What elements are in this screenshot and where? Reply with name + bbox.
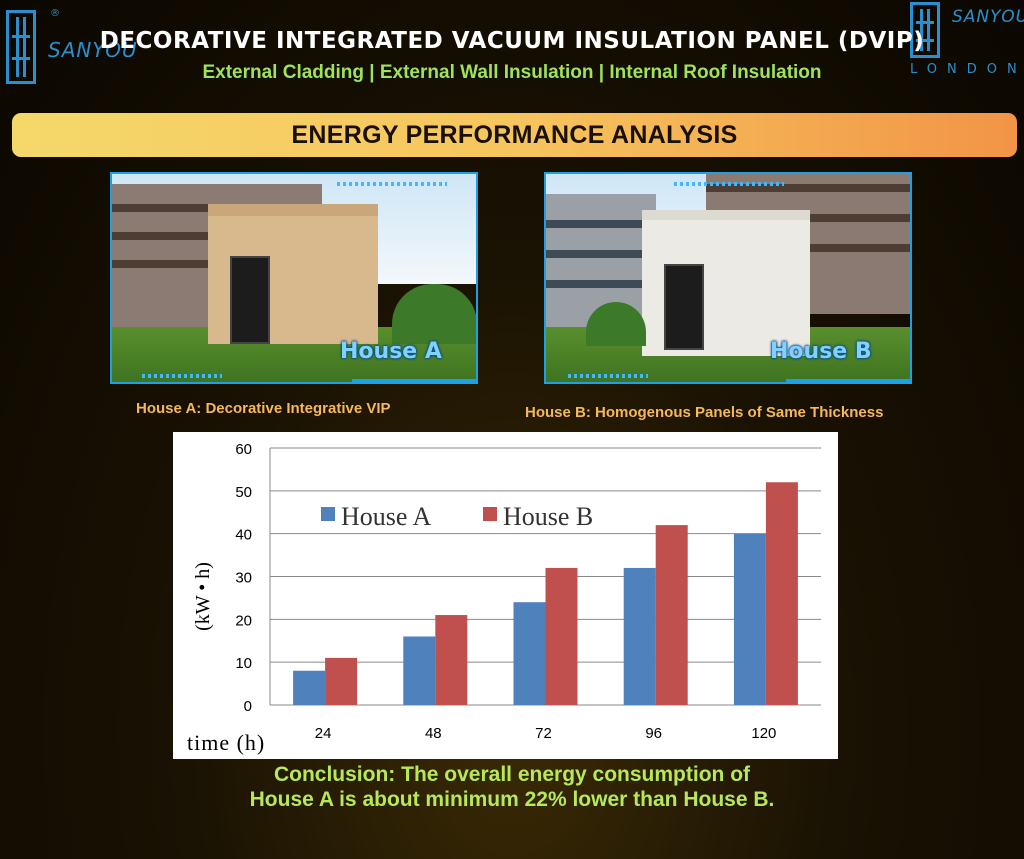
x-tick-label: 24 xyxy=(315,725,332,742)
legend-swatch xyxy=(483,507,497,521)
house-a-photo: House A xyxy=(110,172,478,384)
conclusion-text: Conclusion: The overall energy consumpti… xyxy=(0,762,1024,812)
bar-house-b xyxy=(435,615,468,705)
registered-mark: ® xyxy=(50,8,60,19)
legend-label: House B xyxy=(503,502,593,531)
brand-location: LONDON xyxy=(910,62,1024,77)
y-tick-label: 10 xyxy=(235,655,252,672)
bar-house-a xyxy=(513,602,546,705)
y-tick-label: 0 xyxy=(244,698,252,715)
page-subtitle: External Cladding | External Wall Insula… xyxy=(202,62,822,83)
section-banner: ENERGY PERFORMANCE ANALYSIS xyxy=(12,113,1017,157)
bar-house-a xyxy=(623,567,656,705)
y-tick-label: 40 xyxy=(235,527,252,544)
legend-swatch xyxy=(321,507,335,521)
bar-house-a xyxy=(733,533,766,705)
sanyou-logo-right: SANYOU LONDON xyxy=(910,2,1024,77)
x-axis-label: time (h) xyxy=(187,730,265,755)
y-tick-label: 20 xyxy=(235,612,252,629)
y-tick-label: 60 xyxy=(235,441,252,458)
house-a-label: House A xyxy=(340,339,442,364)
brand-name-left: SANYOU xyxy=(48,38,138,62)
sanyou-emblem-icon xyxy=(910,2,940,58)
bar-house-b xyxy=(655,525,688,705)
bar-house-b xyxy=(765,482,798,705)
conclusion-line-1: Conclusion: The overall energy consumpti… xyxy=(273,763,751,786)
legend-label: House A xyxy=(341,502,432,531)
house-b-caption: House B: Homogenous Panels of Same Thick… xyxy=(525,404,884,421)
house-b-photo: House B xyxy=(544,172,912,384)
bar-house-a xyxy=(403,636,436,705)
section-title: ENERGY PERFORMANCE ANALYSIS xyxy=(291,121,738,149)
sanyou-emblem-icon xyxy=(6,10,36,84)
page-title: DECORATIVE INTEGRATED VACUUM INSULATION … xyxy=(99,28,925,54)
sanyou-logo-left: ® SANYOU xyxy=(6,8,138,84)
bar-house-b xyxy=(325,657,358,705)
brand-name-right: SANYOU xyxy=(952,7,1024,27)
bar-house-b xyxy=(545,567,578,705)
energy-chart-svg: 0 10 20 30 40 50 60 24 48 72 96 120 time (h) (kW • h)… xyxy=(187,441,821,755)
x-tick-label: 120 xyxy=(751,725,776,742)
house-a-caption: House A: Decorative Integrative VIP xyxy=(136,400,391,417)
bar-house-a xyxy=(293,670,326,705)
x-tick-label: 72 xyxy=(535,725,552,742)
x-tick-label: 48 xyxy=(425,725,442,742)
y-axis-label: (kW • h) xyxy=(192,562,214,631)
y-tick-label: 30 xyxy=(235,570,252,587)
energy-chart: 0 10 20 30 40 50 60 24 48 72 96 120 time (h) (kW • h)… xyxy=(173,432,838,759)
house-b-label: House B xyxy=(770,339,872,364)
y-tick-label: 50 xyxy=(235,484,252,501)
x-tick-label: 96 xyxy=(645,725,662,742)
conclusion-line-2: House A is about minimum 22% lower than … xyxy=(249,788,775,811)
